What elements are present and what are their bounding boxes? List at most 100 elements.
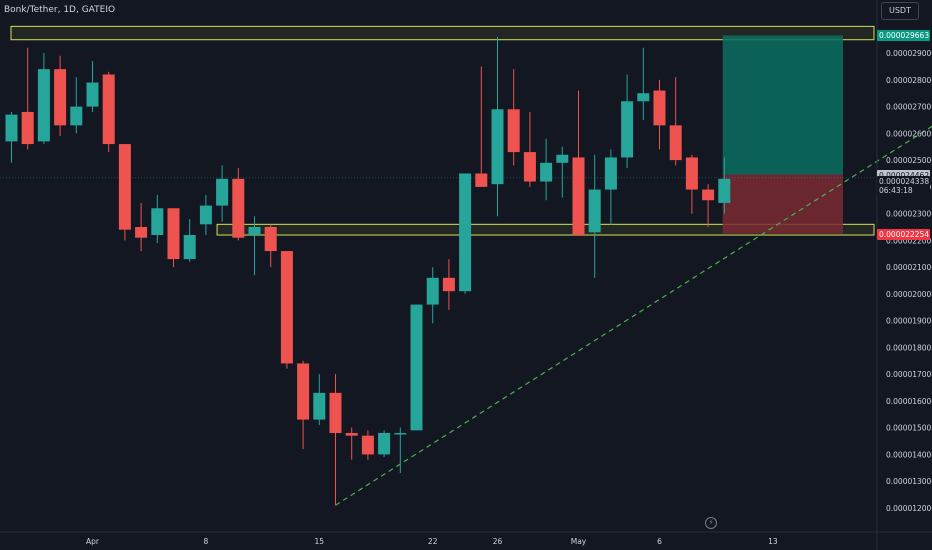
y-tick-label: 0.000014000 (886, 450, 932, 459)
y-tick-label: 0.000026000 (886, 129, 932, 138)
y-tick-label: 0.000017000 (886, 370, 932, 379)
candle (491, 37, 504, 217)
x-tick-label: Apr (86, 537, 100, 546)
candle (183, 218, 196, 262)
y-tick-label: 0.000016000 (886, 397, 932, 406)
candle (540, 138, 553, 201)
candle (167, 208, 180, 268)
candle-body (248, 226, 261, 236)
support-zone[interactable] (216, 223, 875, 236)
candle-body (102, 74, 115, 145)
candle-body (54, 69, 67, 126)
chart-title: Bonk/Tether, 1D, GATEIO (4, 5, 116, 15)
candle-body (37, 69, 50, 142)
lightning-bolt-icon[interactable]: ⚡ (705, 517, 717, 529)
candle (442, 259, 455, 310)
candle-body (523, 152, 536, 182)
candle (718, 157, 731, 214)
candle (216, 165, 229, 222)
candle-body (118, 144, 131, 230)
candle (588, 154, 601, 278)
candle-body (264, 226, 277, 252)
currency-button[interactable]: USDT (881, 2, 919, 20)
candle (604, 149, 617, 225)
candle-body (183, 235, 196, 260)
candle-body (410, 304, 423, 431)
candle (685, 154, 698, 214)
stop-price-tag: 0.000022254 (877, 228, 930, 240)
candle (280, 251, 293, 369)
candle (378, 430, 391, 458)
candle (345, 427, 358, 460)
loss-zone[interactable] (722, 174, 843, 234)
candle-body (345, 432, 358, 436)
candle-body (426, 277, 439, 305)
candle (21, 47, 34, 150)
candle-body (604, 157, 617, 190)
candle-body (329, 392, 342, 433)
candle (297, 360, 310, 450)
trendline[interactable] (335, 104, 932, 506)
candle (264, 224, 277, 268)
candle-body (475, 173, 488, 187)
candle (572, 90, 585, 236)
x-tick-label: 26 (493, 537, 503, 546)
candle (232, 168, 245, 241)
candle-body (167, 208, 180, 260)
candle (118, 144, 131, 241)
candle-body (5, 114, 18, 142)
candle (329, 374, 342, 506)
resistance-zone[interactable] (10, 25, 875, 41)
countdown-timer: 06:43:18 (879, 185, 913, 195)
candle (248, 216, 261, 276)
y-tick-label: 0.000025000 (886, 156, 932, 165)
candle-body (216, 178, 229, 206)
candle-body (572, 157, 585, 236)
y-tick-label: 0.000015000 (886, 424, 932, 433)
candle-body (394, 432, 407, 435)
candle-body (556, 154, 569, 163)
candle (523, 111, 536, 187)
candle-body (621, 101, 634, 158)
y-tick-label: 0.000013000 (886, 477, 932, 486)
y-tick-label: 0.000018000 (886, 343, 932, 352)
candle-body (199, 205, 212, 225)
y-tick-label: 0.000012000 (886, 504, 932, 513)
candle-body (637, 93, 650, 102)
candle (54, 55, 67, 137)
candle (556, 146, 569, 198)
candle-body (685, 157, 698, 190)
candle (361, 430, 374, 460)
candle (86, 61, 99, 112)
candle (702, 184, 715, 227)
x-tick-label: 8 (204, 537, 209, 546)
candle-body (151, 208, 164, 236)
y-tick-label: 0.000021000 (886, 263, 932, 272)
candle-body (280, 251, 293, 364)
candle-body (361, 435, 374, 455)
y-tick-label: 0.000023000 (886, 210, 932, 219)
target-price-tag: 0.000029663 (877, 30, 930, 42)
candle-body (21, 111, 34, 145)
candle (37, 53, 50, 145)
y-tick-label: 0.000029000 (886, 49, 932, 58)
candle-body (653, 90, 666, 126)
y-tick-label: 0.000019000 (886, 317, 932, 326)
candle-body (718, 178, 731, 203)
candle-body (313, 392, 326, 420)
candle (507, 69, 520, 166)
y-tick-label: 0.000022000 (886, 236, 932, 245)
candle (102, 71, 115, 153)
candle (70, 77, 83, 134)
y-tick-label: 0.000027000 (886, 103, 932, 112)
candle-body (297, 363, 310, 420)
x-tick-label: 22 (428, 537, 438, 546)
candle (669, 77, 682, 166)
candle (475, 66, 488, 187)
x-tick-label: 15 (315, 537, 325, 546)
candle (5, 111, 18, 163)
candle-body (232, 178, 245, 238)
profit-zone[interactable] (722, 35, 843, 175)
last-price-tag: 0.000024338 06:43:18 (877, 175, 930, 196)
